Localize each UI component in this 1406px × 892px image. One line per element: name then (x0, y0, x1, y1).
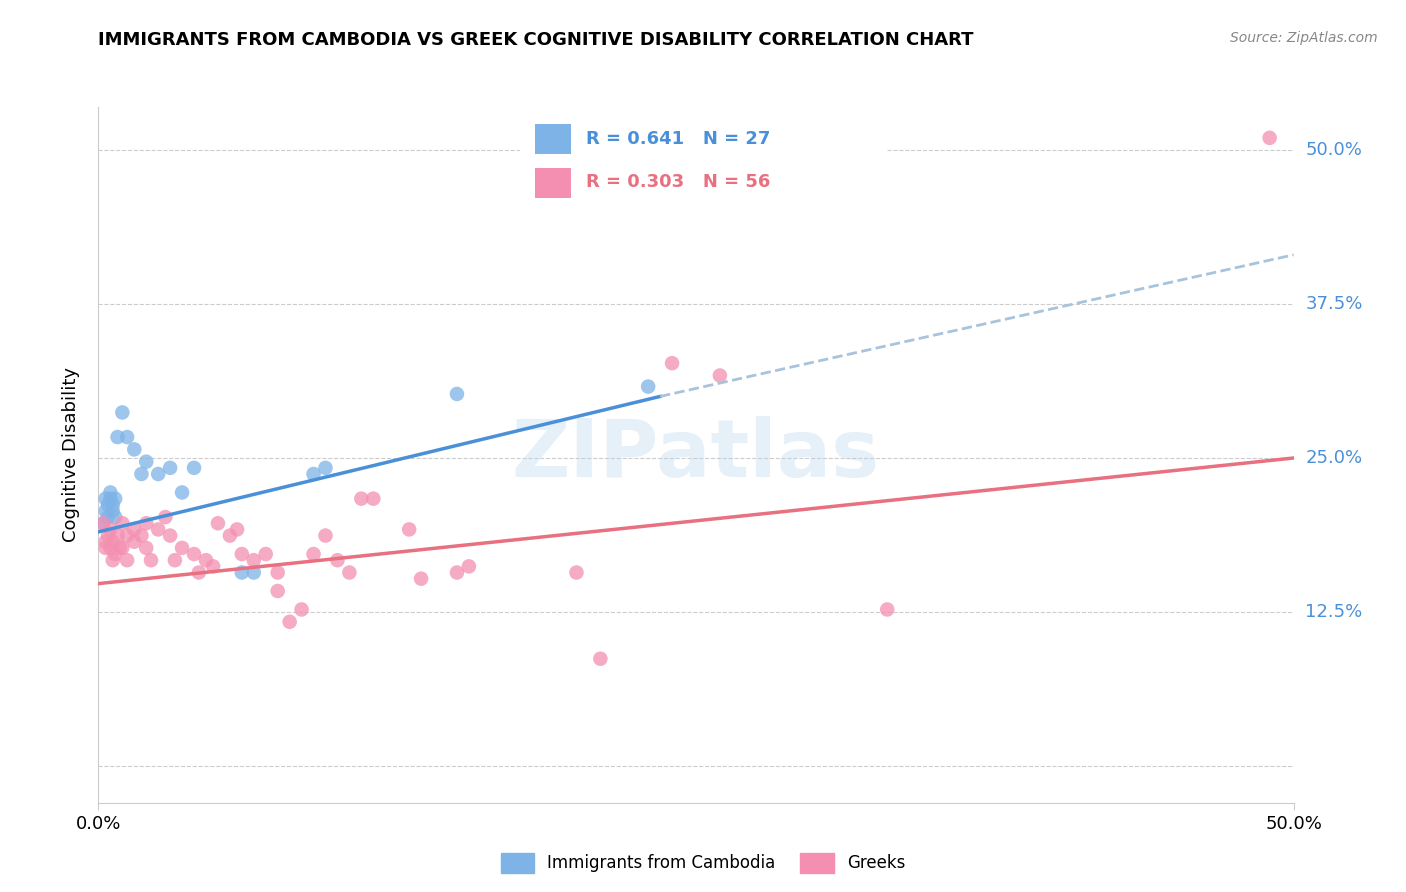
Text: 12.5%: 12.5% (1305, 603, 1362, 621)
FancyBboxPatch shape (534, 124, 571, 153)
Point (91, 516, 114, 531)
Point (131, 528, 153, 542)
Point (159, 460, 181, 475)
Point (637, 379, 659, 393)
Point (115, 553, 138, 567)
Point (124, 442, 146, 457)
Point (1258, 131, 1281, 145)
Point (589, 651, 612, 665)
Point (267, 566, 290, 580)
Point (661, 356, 683, 370)
Point (148, 467, 170, 481)
Point (172, 485, 194, 500)
Point (101, 504, 124, 518)
Text: R = 0.303   N = 56: R = 0.303 N = 56 (586, 173, 770, 191)
Point (108, 541, 131, 555)
Point (98, 485, 122, 500)
Text: R = 0.641   N = 27: R = 0.641 N = 27 (586, 130, 770, 148)
Text: 37.5%: 37.5% (1305, 295, 1362, 313)
Point (139, 553, 162, 567)
Point (172, 541, 194, 555)
Point (398, 523, 420, 537)
Point (243, 566, 266, 580)
Point (111, 516, 134, 531)
Point (183, 547, 205, 561)
Point (135, 516, 157, 531)
Point (94, 491, 117, 506)
Point (709, 368, 731, 383)
Point (411, 572, 433, 586)
FancyBboxPatch shape (513, 110, 893, 211)
Point (202, 559, 225, 574)
Point (219, 528, 242, 542)
Point (187, 566, 209, 580)
Point (111, 541, 134, 555)
Text: 25.0%: 25.0% (1305, 449, 1362, 467)
Point (101, 553, 124, 567)
Text: IMMIGRANTS FROM CAMBODIA VS GREEK COGNITIVE DISABILITY CORRELATION CHART: IMMIGRANTS FROM CAMBODIA VS GREEK COGNIT… (98, 31, 974, 49)
Point (97, 528, 120, 542)
Point (446, 387, 468, 401)
Point (97, 510, 120, 524)
Point (115, 528, 138, 542)
Point (94, 541, 117, 555)
Point (107, 430, 129, 444)
Point (98, 523, 122, 537)
Point (155, 510, 177, 524)
Point (104, 491, 127, 506)
Point (446, 566, 468, 580)
Text: ZIPatlas: ZIPatlas (512, 416, 880, 494)
Point (254, 547, 277, 561)
Point (131, 467, 153, 481)
Point (101, 498, 124, 512)
Point (111, 405, 134, 419)
Point (97, 498, 120, 512)
Point (159, 528, 181, 542)
Point (231, 547, 253, 561)
Point (183, 460, 205, 475)
Point (135, 541, 157, 555)
Point (104, 547, 127, 561)
Point (135, 455, 157, 469)
Point (148, 523, 170, 537)
Point (458, 559, 481, 574)
Point (876, 602, 898, 616)
Point (278, 615, 301, 629)
Y-axis label: Cognitive Disability: Cognitive Disability (62, 368, 80, 542)
Point (302, 547, 325, 561)
Point (94, 504, 117, 518)
Point (107, 528, 129, 542)
Point (98, 541, 122, 555)
Point (363, 491, 385, 506)
Point (115, 430, 138, 444)
Point (207, 516, 229, 531)
Point (315, 460, 337, 475)
Point (163, 553, 186, 567)
Point (226, 523, 249, 537)
Point (124, 523, 146, 537)
Point (91, 516, 114, 531)
Point (243, 553, 266, 567)
Point (104, 510, 127, 524)
FancyBboxPatch shape (534, 169, 571, 198)
Text: 50.0%: 50.0% (1305, 141, 1362, 159)
Point (326, 553, 349, 567)
Point (98, 491, 122, 506)
Point (565, 566, 588, 580)
Point (231, 566, 253, 580)
Point (315, 528, 337, 542)
Point (267, 584, 290, 599)
Point (350, 491, 373, 506)
Point (302, 467, 325, 481)
Legend: Immigrants from Cambodia, Greeks: Immigrants from Cambodia, Greeks (494, 847, 912, 880)
Point (337, 566, 360, 580)
Point (124, 534, 146, 549)
Point (94, 534, 117, 549)
Point (290, 602, 312, 616)
Point (194, 553, 217, 567)
Point (101, 534, 124, 549)
Text: Source: ZipAtlas.com: Source: ZipAtlas.com (1230, 31, 1378, 45)
